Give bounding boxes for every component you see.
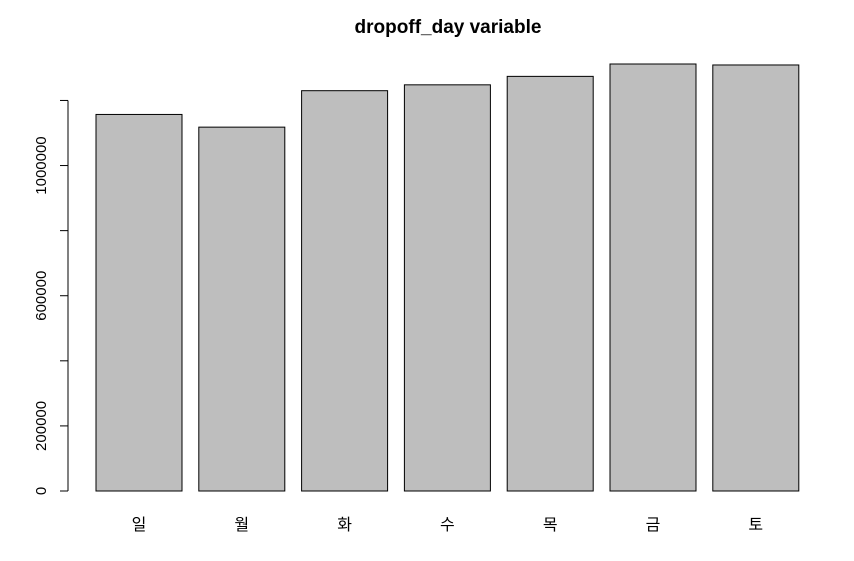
x-tick-label: 금 <box>646 515 661 534</box>
bar <box>198 126 286 492</box>
bar <box>609 63 697 492</box>
bar <box>506 75 594 492</box>
y-tick-label: 200000 <box>33 401 50 451</box>
bar <box>95 113 183 492</box>
x-tick-label: 일 <box>132 515 147 534</box>
bars <box>95 63 800 492</box>
y-tick-label: 1000000 <box>33 136 50 194</box>
x-tick-label: 화 <box>337 515 352 534</box>
y-tick-label: 0 <box>33 487 50 495</box>
bar <box>301 90 389 492</box>
chart-title: dropoff_day variable <box>355 17 542 38</box>
x-tick-label: 월 <box>234 515 249 534</box>
bar <box>403 84 491 492</box>
bar <box>712 64 800 492</box>
x-tick-label: 목 <box>543 515 558 534</box>
y-axis: 0 200000 600000 1000000 <box>33 99 69 495</box>
y-tick-label: 600000 <box>33 271 50 321</box>
x-tick-label: 수 <box>440 515 455 534</box>
x-tick-label: 토 <box>748 515 763 534</box>
